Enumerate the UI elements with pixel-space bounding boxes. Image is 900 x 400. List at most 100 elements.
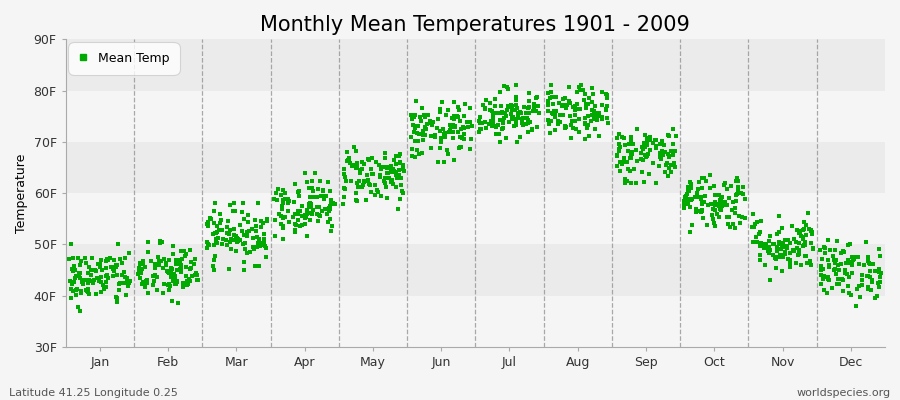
- Point: [138, 264, 152, 270]
- Point: [634, 144, 649, 151]
- Point: [580, 100, 595, 107]
- Point: [368, 182, 382, 188]
- Point: [431, 116, 446, 122]
- Point: [188, 256, 202, 262]
- Point: [625, 149, 639, 155]
- Point: [487, 96, 501, 102]
- Point: [200, 221, 214, 228]
- Point: [836, 276, 850, 283]
- Point: [441, 107, 455, 113]
- Point: [437, 129, 452, 136]
- Point: [292, 188, 306, 194]
- Point: [422, 117, 436, 124]
- Point: [89, 291, 104, 298]
- Point: [73, 270, 87, 276]
- Point: [648, 180, 662, 186]
- Point: [511, 110, 526, 116]
- Point: [174, 265, 188, 272]
- Point: [754, 240, 769, 247]
- Point: [489, 124, 503, 131]
- Point: [508, 97, 523, 104]
- Point: [423, 133, 437, 140]
- Point: [91, 261, 105, 268]
- Point: [585, 85, 599, 91]
- Point: [66, 288, 80, 295]
- Point: [411, 123, 426, 129]
- Point: [472, 128, 486, 135]
- Point: [834, 276, 849, 282]
- Point: [62, 256, 77, 262]
- Point: [832, 276, 846, 282]
- Point: [189, 277, 203, 283]
- Point: [797, 242, 812, 248]
- Point: [714, 194, 728, 200]
- Point: [494, 103, 508, 110]
- Point: [677, 204, 691, 211]
- Point: [640, 136, 654, 142]
- Point: [393, 159, 408, 166]
- Point: [113, 256, 128, 263]
- Point: [770, 231, 784, 238]
- Point: [749, 234, 763, 240]
- Point: [328, 201, 342, 208]
- Point: [255, 242, 269, 248]
- Point: [208, 200, 222, 207]
- Point: [138, 284, 152, 290]
- Point: [222, 202, 237, 208]
- Point: [677, 201, 691, 207]
- Point: [323, 188, 338, 195]
- Point: [546, 110, 561, 117]
- Point: [716, 182, 731, 188]
- Point: [388, 168, 402, 175]
- Point: [582, 95, 597, 102]
- Point: [355, 159, 369, 165]
- Point: [569, 126, 583, 132]
- Point: [300, 211, 314, 217]
- Point: [171, 257, 185, 264]
- Point: [717, 199, 732, 206]
- Point: [395, 166, 410, 172]
- Point: [182, 276, 196, 282]
- Point: [562, 113, 577, 120]
- Point: [778, 249, 792, 256]
- Point: [246, 234, 260, 241]
- Point: [292, 223, 307, 229]
- Point: [648, 137, 662, 143]
- Point: [380, 170, 394, 176]
- Point: [712, 203, 726, 209]
- Point: [179, 251, 194, 258]
- Point: [828, 260, 842, 267]
- Point: [94, 274, 108, 280]
- Point: [695, 207, 709, 213]
- Point: [162, 270, 176, 276]
- Point: [613, 168, 627, 174]
- Point: [180, 278, 194, 284]
- Point: [861, 273, 876, 279]
- Point: [649, 143, 663, 149]
- Point: [860, 256, 875, 262]
- Point: [94, 260, 108, 267]
- Point: [321, 208, 336, 214]
- Point: [521, 117, 535, 123]
- Point: [316, 188, 330, 194]
- Point: [871, 280, 886, 286]
- Point: [64, 241, 78, 248]
- Point: [778, 244, 793, 250]
- Point: [724, 183, 738, 190]
- Point: [649, 137, 663, 143]
- Point: [77, 254, 92, 261]
- Point: [626, 140, 640, 147]
- Point: [230, 239, 245, 246]
- Point: [305, 185, 320, 191]
- Point: [361, 178, 375, 184]
- Point: [859, 238, 873, 245]
- Point: [118, 274, 132, 280]
- Point: [121, 281, 135, 287]
- Point: [474, 126, 489, 132]
- Point: [792, 251, 806, 257]
- Point: [662, 165, 676, 172]
- Point: [851, 282, 866, 289]
- Point: [716, 194, 730, 200]
- Point: [750, 238, 764, 245]
- Point: [796, 226, 810, 233]
